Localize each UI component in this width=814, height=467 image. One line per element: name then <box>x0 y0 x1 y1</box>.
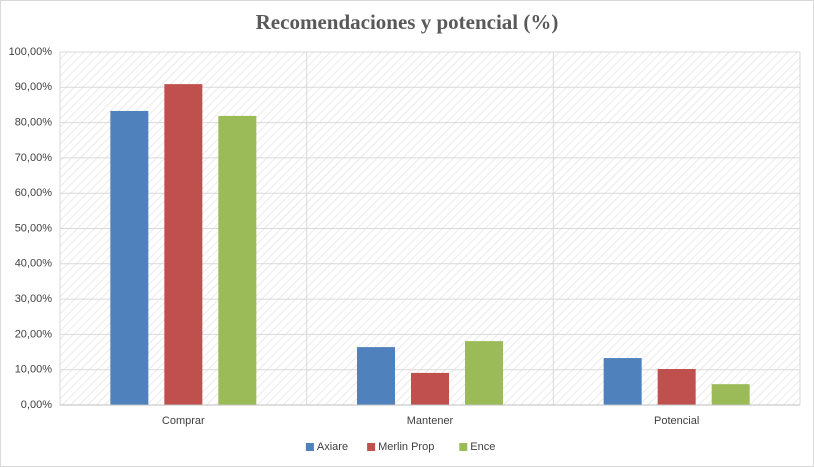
y-tick-label: 10,00% <box>15 364 53 376</box>
x-tick-label: Comprar <box>162 415 205 427</box>
y-tick-label: 50,00% <box>15 222 53 234</box>
y-tick-label: 70,00% <box>15 152 53 164</box>
y-tick-label: 20,00% <box>15 328 53 340</box>
y-tick-label: 0,00% <box>21 399 52 411</box>
bar <box>357 347 395 405</box>
y-tick-label: 40,00% <box>15 258 53 270</box>
legend-label: Ence <box>470 441 495 453</box>
x-tick-label: Mantener <box>407 415 454 427</box>
bar <box>411 372 449 405</box>
x-tick-label: Potencial <box>654 415 699 427</box>
bar <box>164 84 203 406</box>
bar <box>465 341 503 405</box>
legend-label: Merlin Prop <box>378 441 434 453</box>
y-tick-label: 30,00% <box>15 293 53 305</box>
legend-label: Axiare <box>317 441 348 453</box>
bar <box>657 368 696 405</box>
legend-swatch <box>305 443 314 451</box>
bar <box>218 115 257 405</box>
y-tick-label: 90,00% <box>15 81 53 93</box>
bar <box>110 110 149 406</box>
bar <box>603 358 642 405</box>
y-tick-label: 60,00% <box>15 187 53 199</box>
legend-swatch <box>367 443 376 451</box>
chart-title: Recomendaciones y potencial (%) <box>256 10 559 34</box>
bar <box>711 384 750 405</box>
y-tick-label: 100,00% <box>9 46 53 58</box>
legend-swatch <box>459 443 468 451</box>
y-tick-label: 80,00% <box>15 117 53 129</box>
